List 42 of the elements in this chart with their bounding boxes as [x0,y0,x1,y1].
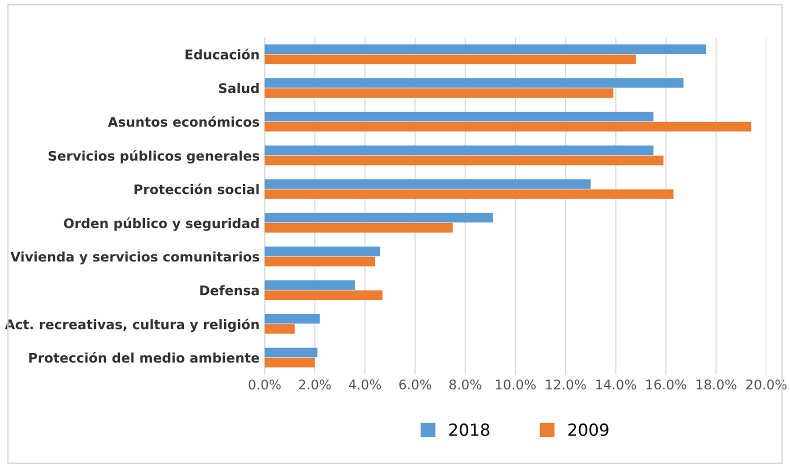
x-tick-label: 6.0% [399,379,432,390]
x-tick-label: 10.0% [496,379,536,390]
y-tick-label: Defensa [200,285,259,296]
x-tick-label: 16.0% [646,379,686,390]
y-tick-label: Orden público y seguridad [64,217,259,231]
bar [264,112,654,122]
bar [264,44,706,54]
bar [264,256,376,266]
bar [264,358,315,368]
bar [264,314,320,324]
bar [264,179,591,189]
y-tick-label: Asuntos económicos [108,116,260,127]
bar [264,78,684,88]
legend-label: 2018 [449,423,490,436]
bar [264,290,383,300]
bar [264,122,752,132]
y-tick-label: Vivienda y servicios comunitarios [10,251,260,264]
x-tick-label: 18.0% [696,379,736,390]
x-tick-label: 20.0% [746,379,787,390]
x-tick-label: 12.0% [546,379,586,390]
y-tick-label: Servicios públicos generales [48,150,260,164]
legend-label: 2009 [568,423,608,436]
x-tick-label: 2.0% [299,379,331,390]
bar [264,324,295,334]
bar [264,189,674,199]
y-tick-label: Salud [218,82,259,94]
bar [264,156,664,166]
bar [264,280,355,290]
bar [264,212,493,223]
bar [264,348,318,358]
x-tick-label: 14.0% [596,379,636,390]
bar [264,146,654,156]
bar [264,54,636,64]
bar [264,88,614,98]
y-tick-label: Educación [186,48,259,60]
y-tick-label: Protección social [134,184,259,194]
bar [264,223,453,233]
x-tick-label: 8.0% [449,379,482,390]
x-tick-label: 0.0% [248,379,281,390]
bar [264,246,380,256]
x-tick-label: 4.0% [348,379,382,390]
y-tick-label: Protección del medio ambiente [29,352,260,363]
